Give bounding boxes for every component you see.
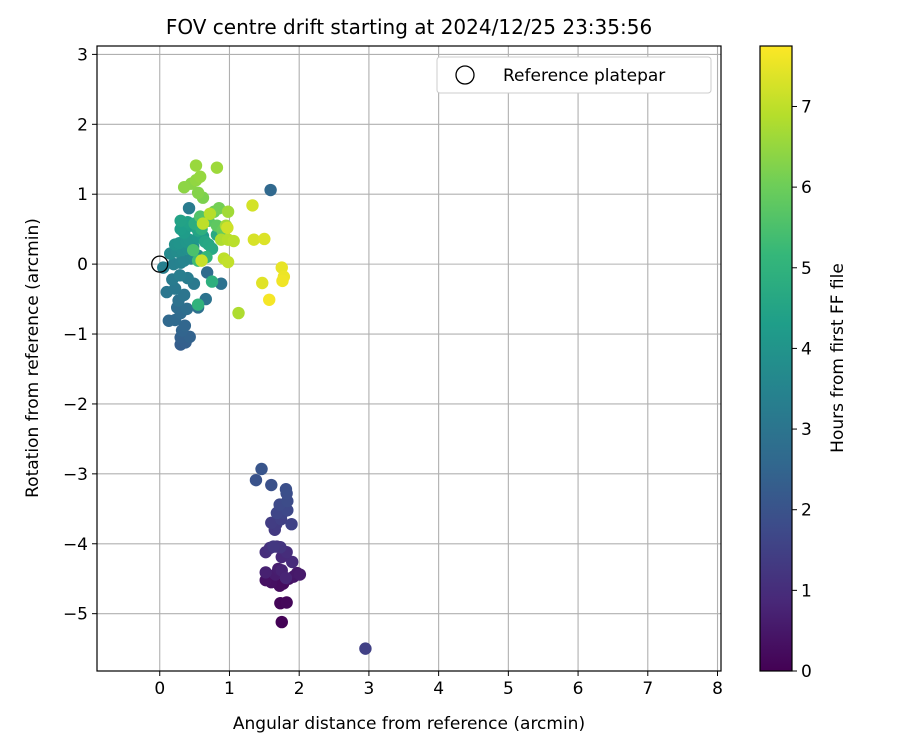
data-point: [249, 473, 263, 487]
chart-title: FOV centre drift starting at 2024/12/25 …: [166, 15, 652, 39]
x-tick-label: 8: [712, 679, 723, 699]
x-tick-label: 0: [154, 679, 165, 699]
data-point: [203, 207, 217, 220]
data-point: [227, 234, 240, 248]
y-tick-label: 3: [77, 45, 88, 65]
data-point: [265, 478, 278, 492]
x-axis-label: Angular distance from reference (arcmin): [233, 714, 585, 734]
data-point: [173, 269, 187, 282]
data-point: [286, 555, 299, 569]
data-point: [276, 274, 289, 288]
data-point: [267, 540, 280, 553]
y-tick-label: −5: [63, 605, 88, 625]
data-point: [275, 615, 288, 629]
data-point: [256, 276, 269, 290]
data-point: [174, 214, 187, 227]
data-point: [200, 266, 214, 279]
data-point: [359, 642, 372, 655]
data-point: [255, 462, 268, 476]
data-point: [180, 302, 194, 316]
y-tick-label: 0: [77, 255, 88, 275]
data-point: [178, 319, 192, 332]
data-point: [191, 298, 205, 311]
data-point: [259, 566, 272, 579]
data-point: [177, 181, 191, 194]
colorbar-tick-label: 7: [801, 97, 812, 117]
data-point: [246, 199, 259, 212]
y-tick-label: 2: [77, 115, 88, 135]
data-point: [247, 233, 261, 246]
data-point: [232, 306, 245, 320]
y-tick-label: −2: [63, 395, 88, 415]
x-tick-label: 5: [503, 679, 514, 699]
data-point: [195, 254, 208, 267]
colorbar-tick-label: 1: [801, 581, 812, 601]
y-tick-label: −1: [63, 325, 88, 345]
data-point: [187, 243, 200, 257]
data-point: [279, 571, 293, 585]
colorbar-tick-label: 2: [801, 501, 812, 521]
data-point: [210, 161, 224, 174]
legend-label: Reference platepar: [503, 66, 665, 86]
y-tick-label: 1: [77, 185, 88, 205]
data-point: [196, 217, 210, 230]
data-point: [264, 183, 277, 197]
colorbar-label: Hours from first FF file: [828, 263, 848, 453]
y-tick-label: −3: [63, 465, 88, 485]
colorbar-ticks: 0 1 2 3 4 5 6 7: [792, 97, 812, 682]
data-point: [191, 186, 205, 200]
plot-frame: [96, 45, 722, 672]
x-tick-label: 6: [573, 679, 584, 699]
data-point: [263, 293, 276, 306]
data-points: [157, 159, 372, 655]
data-point: [265, 516, 278, 529]
data-point: [280, 596, 293, 609]
colorbar-tick-label: 5: [801, 259, 812, 279]
y-axis-label: Rotation from reference (arcmin): [23, 218, 43, 498]
x-tick-label: 3: [363, 679, 374, 699]
colorbar-tick-label: 4: [801, 339, 812, 359]
legend: Reference platepar: [436, 56, 712, 94]
x-tick-label: 4: [433, 679, 444, 699]
legend-marker-icon: [455, 65, 475, 85]
legend-box: [436, 56, 712, 94]
reference-marker: [151, 255, 169, 273]
data-point: [221, 221, 234, 234]
data-point: [157, 261, 170, 274]
data-point: [221, 205, 235, 218]
data-point: [279, 483, 293, 496]
grid-lines: [97, 46, 721, 671]
data-point: [177, 288, 191, 302]
y-tick-label: −4: [63, 535, 88, 555]
x-tick-label: 7: [642, 679, 653, 699]
x-tick-label: 2: [294, 679, 305, 699]
colorbar: [759, 45, 793, 672]
data-point: [193, 170, 207, 183]
data-point: [258, 232, 271, 246]
colorbar-tick-label: 0: [801, 662, 812, 682]
y-axis-ticks: 3 2 1 0 −1 −2 −3 −4 −5: [63, 45, 97, 625]
data-point: [285, 517, 298, 531]
x-tick-label: 1: [224, 679, 235, 699]
data-point: [205, 275, 219, 288]
colorbar-tick-label: 3: [801, 420, 812, 440]
data-point: [182, 201, 196, 215]
data-point: [293, 568, 307, 581]
colorbar-tick-label: 6: [801, 178, 812, 198]
data-point: [189, 159, 203, 172]
x-axis-ticks: 0 1 2 3 4 5 6 7 8: [154, 671, 723, 699]
data-point: [221, 255, 235, 269]
